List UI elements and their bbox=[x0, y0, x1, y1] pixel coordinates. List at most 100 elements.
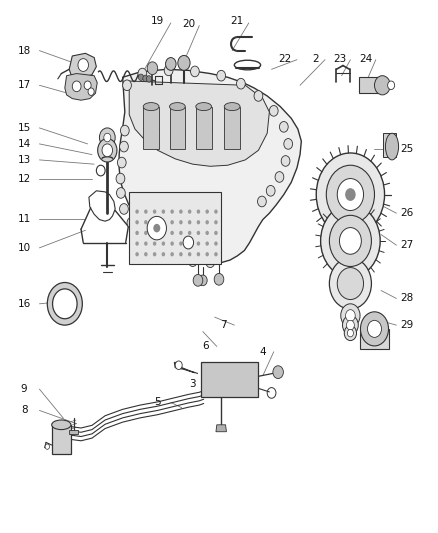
Circle shape bbox=[188, 256, 197, 266]
Text: 10: 10 bbox=[18, 243, 31, 253]
Polygon shape bbox=[65, 74, 97, 100]
Circle shape bbox=[153, 220, 156, 224]
FancyBboxPatch shape bbox=[129, 192, 221, 264]
Circle shape bbox=[153, 231, 156, 235]
Bar bbox=[52, 425, 71, 454]
Bar bbox=[69, 430, 78, 434]
Ellipse shape bbox=[385, 133, 399, 160]
Circle shape bbox=[99, 128, 115, 147]
Circle shape bbox=[162, 231, 165, 235]
Circle shape bbox=[135, 241, 139, 246]
Circle shape bbox=[284, 139, 293, 149]
Polygon shape bbox=[69, 53, 96, 77]
Circle shape bbox=[198, 275, 207, 286]
Circle shape bbox=[138, 74, 144, 80]
Circle shape bbox=[135, 220, 139, 224]
Circle shape bbox=[117, 188, 125, 198]
Circle shape bbox=[135, 231, 139, 235]
Circle shape bbox=[143, 75, 148, 82]
Circle shape bbox=[214, 220, 218, 224]
Circle shape bbox=[153, 241, 156, 246]
Text: 9: 9 bbox=[21, 384, 28, 394]
Circle shape bbox=[179, 209, 183, 214]
Circle shape bbox=[188, 241, 191, 246]
Circle shape bbox=[179, 220, 183, 224]
Circle shape bbox=[45, 444, 49, 449]
Circle shape bbox=[170, 241, 174, 246]
Circle shape bbox=[144, 220, 148, 224]
Text: 20: 20 bbox=[182, 19, 195, 29]
Circle shape bbox=[164, 65, 173, 76]
Circle shape bbox=[153, 209, 156, 214]
Circle shape bbox=[275, 172, 284, 182]
Text: 22: 22 bbox=[278, 54, 291, 63]
Circle shape bbox=[78, 59, 88, 71]
Circle shape bbox=[146, 76, 152, 82]
Circle shape bbox=[123, 80, 131, 91]
Circle shape bbox=[183, 236, 194, 249]
Circle shape bbox=[188, 252, 191, 256]
Text: 7: 7 bbox=[220, 320, 227, 330]
Text: 23: 23 bbox=[333, 54, 346, 63]
Circle shape bbox=[344, 326, 357, 341]
Circle shape bbox=[179, 252, 183, 256]
Ellipse shape bbox=[52, 420, 71, 430]
Circle shape bbox=[162, 209, 165, 214]
Text: 2: 2 bbox=[312, 54, 319, 63]
Circle shape bbox=[144, 209, 148, 214]
Circle shape bbox=[166, 249, 175, 260]
Circle shape bbox=[137, 229, 145, 240]
Circle shape bbox=[367, 320, 381, 337]
Text: 12: 12 bbox=[18, 174, 31, 183]
Circle shape bbox=[84, 81, 91, 90]
Circle shape bbox=[144, 252, 148, 256]
Circle shape bbox=[205, 252, 209, 256]
Text: 29: 29 bbox=[401, 320, 414, 330]
Circle shape bbox=[179, 241, 183, 246]
Circle shape bbox=[147, 62, 158, 75]
Polygon shape bbox=[216, 425, 226, 432]
Circle shape bbox=[269, 106, 278, 116]
Circle shape bbox=[281, 156, 290, 166]
Circle shape bbox=[205, 220, 209, 224]
Circle shape bbox=[138, 68, 147, 79]
Text: 21: 21 bbox=[230, 17, 243, 26]
Circle shape bbox=[135, 252, 139, 256]
Circle shape bbox=[162, 252, 165, 256]
Circle shape bbox=[217, 70, 226, 81]
Circle shape bbox=[135, 209, 139, 214]
Bar bbox=[143, 107, 159, 149]
Circle shape bbox=[72, 81, 81, 92]
Circle shape bbox=[197, 252, 200, 256]
Text: 28: 28 bbox=[401, 294, 414, 303]
Ellipse shape bbox=[170, 102, 185, 110]
Circle shape bbox=[193, 274, 203, 286]
Circle shape bbox=[343, 316, 358, 335]
Text: 16: 16 bbox=[18, 299, 31, 309]
Circle shape bbox=[316, 153, 385, 236]
Circle shape bbox=[151, 240, 160, 251]
Text: 11: 11 bbox=[18, 214, 31, 223]
Circle shape bbox=[197, 209, 200, 214]
Circle shape bbox=[329, 215, 371, 266]
Circle shape bbox=[102, 144, 113, 157]
Circle shape bbox=[116, 173, 125, 184]
Circle shape bbox=[345, 188, 356, 201]
Circle shape bbox=[266, 185, 275, 196]
Text: 25: 25 bbox=[401, 144, 414, 154]
Ellipse shape bbox=[224, 102, 240, 110]
Circle shape bbox=[144, 241, 148, 246]
Circle shape bbox=[214, 209, 218, 214]
Circle shape bbox=[162, 220, 165, 224]
Bar bbox=[224, 107, 240, 149]
Circle shape bbox=[347, 329, 353, 337]
Circle shape bbox=[153, 224, 160, 232]
Circle shape bbox=[104, 133, 111, 142]
Circle shape bbox=[388, 81, 395, 90]
Circle shape bbox=[237, 78, 245, 89]
Circle shape bbox=[321, 205, 380, 277]
Circle shape bbox=[346, 320, 354, 330]
Circle shape bbox=[170, 252, 174, 256]
Circle shape bbox=[339, 228, 361, 254]
Circle shape bbox=[88, 88, 94, 95]
